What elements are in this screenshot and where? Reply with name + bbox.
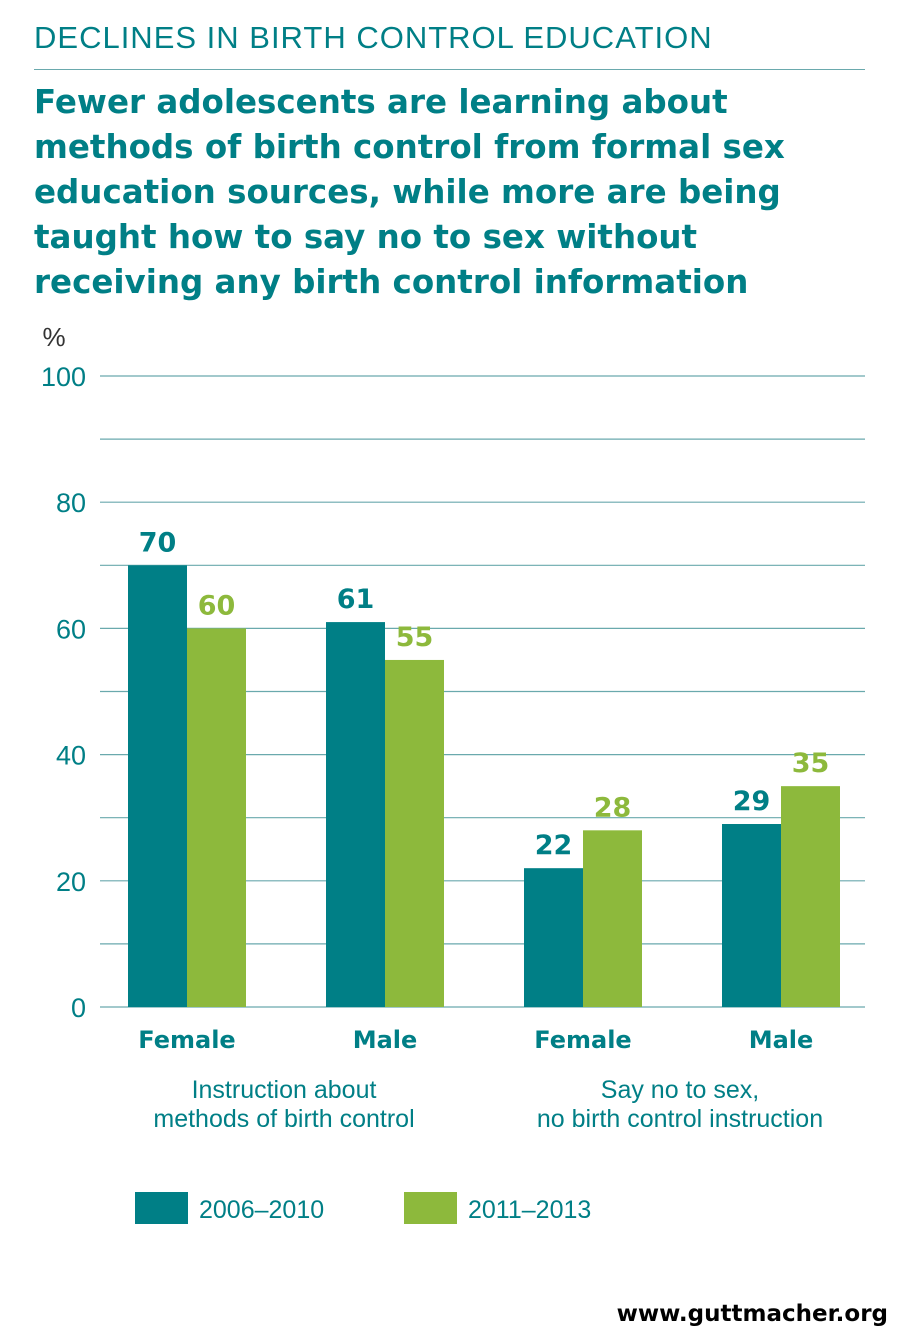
bar	[781, 786, 840, 1007]
group-label: Instruction about	[192, 1076, 377, 1104]
data-label: 22	[535, 830, 573, 861]
bar-chart: 0 20 40 60 80 100% 70 61 22 29 60 55 28 35 Female Male F…	[41, 322, 865, 1224]
legend-label: 2011–2013	[468, 1196, 591, 1224]
bar	[385, 659, 444, 1007]
headline-line: taught how to say no to sex without	[34, 218, 698, 256]
legend-swatch	[404, 1192, 457, 1224]
category-label: Male	[353, 1026, 418, 1054]
category-label: Female	[534, 1026, 631, 1054]
headline-line: education sources, while more are being	[34, 173, 781, 211]
legend-label: 2006–2010	[199, 1196, 324, 1224]
y-tick-label: 100	[41, 362, 86, 392]
data-label: 70	[139, 527, 177, 558]
title-rule	[34, 69, 865, 70]
data-label: 35	[792, 748, 830, 779]
category-label: Male	[749, 1026, 814, 1054]
data-label: 55	[396, 622, 434, 653]
headline-line: receiving any birth control information	[34, 263, 749, 301]
y-tick-label: 20	[56, 867, 86, 897]
data-label: 28	[594, 792, 632, 823]
bar	[583, 830, 642, 1007]
category-label: Female	[138, 1026, 235, 1054]
y-tick-label: 0	[71, 993, 86, 1023]
headline-line: Fewer adolescents are learning about	[34, 83, 728, 121]
chart-headline: Fewer adolescents are learning about met…	[34, 80, 884, 305]
group-label: methods of birth control	[153, 1105, 414, 1133]
y-tick-label: 40	[56, 741, 86, 771]
data-label: 29	[733, 786, 771, 817]
bar	[722, 824, 781, 1007]
legend-swatch	[135, 1192, 188, 1224]
headline-line: methods of birth control from formal sex	[34, 128, 785, 166]
bar	[326, 622, 385, 1007]
footer-url: www.guttmacher.org	[616, 1301, 888, 1327]
y-tick-label: 60	[56, 614, 86, 644]
data-label: 60	[198, 590, 236, 621]
group-label: Say no to sex,	[601, 1076, 759, 1104]
chart-kicker: DECLINES IN BIRTH CONTROL EDUCATION	[34, 20, 713, 55]
y-tick-label: 80	[56, 488, 86, 518]
bar	[524, 868, 583, 1007]
bar	[128, 565, 187, 1007]
y-axis-unit: %	[42, 322, 65, 352]
data-label: 61	[337, 584, 375, 615]
group-label: no birth control instruction	[537, 1105, 823, 1133]
bar	[187, 628, 246, 1007]
